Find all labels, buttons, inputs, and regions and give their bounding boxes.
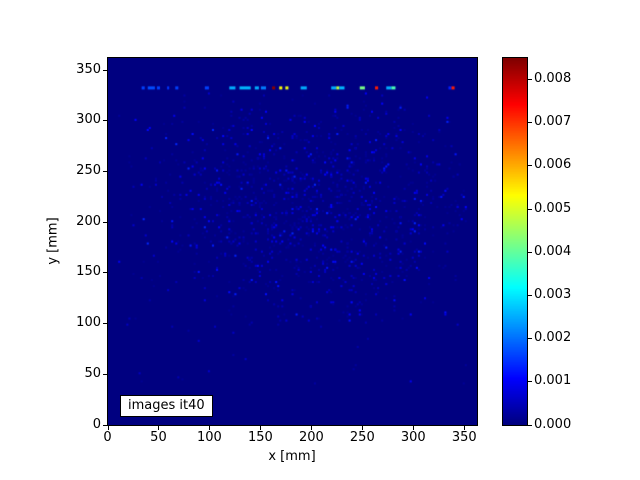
x-axis-label: x [mm] — [268, 449, 316, 464]
y-tick-mark — [102, 373, 107, 375]
x-tick-mark — [362, 425, 364, 430]
colorbar-tick-label: 0.008 — [534, 71, 572, 87]
colorbar-tick-mark — [527, 165, 532, 167]
x-tick-label: 100 — [197, 430, 222, 445]
x-tick-mark — [209, 425, 211, 430]
colorbar-tick-label: 0.007 — [534, 114, 572, 130]
heatmap-canvas — [108, 58, 477, 425]
y-tick-mark — [102, 171, 107, 173]
y-tick-label: 0 — [92, 416, 101, 432]
x-tick-label: 50 — [150, 430, 167, 445]
x-tick-label: 150 — [247, 430, 273, 445]
colorbar-tick-mark — [527, 424, 532, 426]
x-tick-label: 250 — [349, 430, 375, 445]
colorbar-tick-mark — [527, 79, 532, 81]
colorbar-tick-label: 0.000 — [534, 416, 572, 432]
heatmap-plot: images it40 — [107, 57, 478, 426]
x-tick-label: 300 — [400, 430, 426, 445]
colorbar-tick-label: 0.004 — [534, 243, 572, 259]
colorbar — [502, 57, 528, 426]
y-tick-mark — [102, 120, 107, 122]
y-tick-label: 250 — [76, 163, 101, 179]
annotation-label: images it40 — [120, 395, 213, 417]
colorbar-tick-mark — [527, 251, 532, 253]
y-tick-label: 350 — [76, 61, 101, 77]
x-tick-label: 0 — [103, 430, 112, 445]
colorbar-tick-mark — [527, 122, 532, 124]
x-tick-mark — [413, 425, 415, 430]
y-tick-mark — [102, 272, 107, 274]
x-tick-mark — [158, 425, 160, 430]
colorbar-tick-mark — [527, 338, 532, 340]
y-tick-mark — [102, 69, 107, 71]
x-tick-mark — [311, 425, 313, 430]
x-tick-mark — [260, 425, 262, 430]
y-tick-label: 50 — [84, 365, 101, 381]
colorbar-tick-label: 0.003 — [534, 286, 572, 302]
colorbar-tick-label: 0.005 — [534, 200, 572, 216]
y-tick-label: 200 — [76, 213, 101, 229]
colorbar-tick-mark — [527, 294, 532, 296]
y-tick-label: 300 — [76, 112, 101, 128]
colorbar-tick-label: 0.002 — [534, 330, 572, 346]
colorbar-tick-mark — [527, 208, 532, 210]
x-tick-mark — [107, 425, 109, 430]
colorbar-canvas — [503, 58, 527, 425]
x-tick-label: 200 — [298, 430, 324, 445]
y-tick-label: 100 — [76, 315, 101, 331]
y-tick-mark — [102, 323, 107, 325]
y-tick-label: 150 — [76, 264, 101, 280]
colorbar-tick-label: 0.001 — [534, 373, 572, 389]
x-tick-label: 350 — [451, 430, 477, 445]
y-tick-mark — [102, 221, 107, 223]
colorbar-tick-mark — [527, 381, 532, 383]
x-tick-mark — [464, 425, 466, 430]
colorbar-tick-label: 0.006 — [534, 157, 572, 173]
y-tick-mark — [102, 424, 107, 426]
